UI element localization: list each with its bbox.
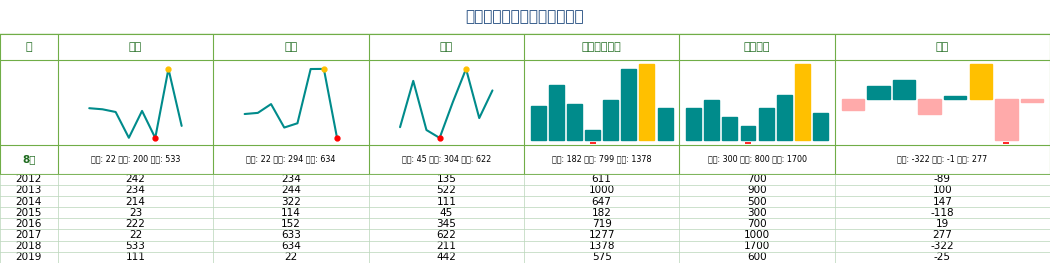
Bar [1021, 99, 1044, 102]
Text: 719: 719 [592, 219, 611, 229]
Text: 111: 111 [437, 196, 456, 206]
Text: 23: 23 [129, 208, 142, 218]
Bar [777, 95, 792, 140]
Text: 45: 45 [440, 208, 453, 218]
Text: 135: 135 [437, 174, 456, 184]
Text: 田中: 田中 [129, 42, 142, 52]
Text: 1000: 1000 [589, 185, 614, 195]
Text: 最小: 300 平均: 800 最大: 1700: 最小: 300 平均: 800 最大: 1700 [708, 155, 806, 164]
Text: 2017: 2017 [16, 230, 42, 240]
Text: -89: -89 [933, 174, 951, 184]
Text: 114: 114 [281, 208, 300, 218]
Bar [657, 108, 672, 140]
Text: 345: 345 [437, 219, 456, 229]
Text: 111: 111 [126, 252, 145, 262]
Bar [892, 80, 916, 99]
Text: 244: 244 [281, 185, 300, 195]
Text: 1378: 1378 [588, 241, 615, 251]
Text: 900: 900 [748, 185, 766, 195]
Text: 222: 222 [126, 219, 145, 229]
Text: 実際の売上高: 実際の売上高 [582, 42, 622, 52]
Text: 322: 322 [281, 196, 300, 206]
Text: 234: 234 [126, 185, 145, 195]
Text: 600: 600 [748, 252, 766, 262]
Bar [969, 64, 992, 99]
Text: 1277: 1277 [588, 230, 615, 240]
Bar [867, 86, 889, 99]
Text: 100: 100 [932, 185, 952, 195]
Text: 2016: 2016 [16, 219, 42, 229]
Bar [722, 117, 737, 140]
Text: 2012: 2012 [16, 174, 42, 184]
Bar [995, 99, 1017, 140]
Bar [740, 126, 755, 140]
Text: 1000: 1000 [744, 230, 770, 240]
Bar [687, 108, 701, 140]
Text: 647: 647 [592, 196, 611, 206]
Text: 211: 211 [437, 241, 456, 251]
Bar [813, 113, 827, 140]
Bar [549, 85, 564, 140]
Bar [603, 100, 618, 140]
Text: -25: -25 [933, 252, 951, 262]
Text: 442: 442 [437, 252, 456, 262]
Text: 611: 611 [592, 174, 611, 184]
Text: 8年: 8年 [22, 154, 36, 164]
Text: 575: 575 [592, 252, 611, 262]
Text: -322: -322 [930, 241, 954, 251]
Bar [758, 108, 774, 140]
Bar [919, 99, 941, 114]
Bar [639, 64, 654, 140]
Text: 2015: 2015 [16, 208, 42, 218]
Bar [795, 64, 810, 140]
Text: 622: 622 [437, 230, 456, 240]
Text: 22: 22 [285, 252, 297, 262]
Text: 522: 522 [437, 185, 456, 195]
Text: 242: 242 [126, 174, 145, 184]
Text: 山本: 山本 [440, 42, 453, 52]
Text: 売上目標: 売上目標 [743, 42, 771, 52]
Bar [530, 106, 546, 140]
Text: 500: 500 [748, 196, 766, 206]
Text: 22: 22 [129, 230, 142, 240]
Text: 700: 700 [748, 174, 766, 184]
Text: 最小: -322 平均: -1 最大: 277: 最小: -322 平均: -1 最大: 277 [898, 155, 987, 164]
Text: 最小: 182 平均: 799 最大: 1378: 最小: 182 平均: 799 最大: 1378 [552, 155, 651, 164]
Text: 最小: 22 平均: 294 最大: 634: 最小: 22 平均: 294 最大: 634 [246, 155, 336, 164]
Bar [705, 99, 719, 140]
Text: 214: 214 [126, 196, 145, 206]
Text: 633: 633 [281, 230, 300, 240]
Text: 鈴木: 鈴木 [285, 42, 297, 52]
Text: 赤字: 赤字 [936, 42, 949, 52]
Bar [585, 130, 600, 140]
Bar [944, 97, 966, 99]
Bar [842, 99, 864, 110]
Text: -118: -118 [930, 208, 954, 218]
Bar [622, 69, 636, 140]
Text: 2014: 2014 [16, 196, 42, 206]
Text: 2013: 2013 [16, 185, 42, 195]
Text: 2018: 2018 [16, 241, 42, 251]
Bar [567, 104, 582, 140]
Text: 152: 152 [281, 219, 300, 229]
Text: 147: 147 [932, 196, 952, 206]
Text: 182: 182 [592, 208, 611, 218]
Text: 1700: 1700 [743, 241, 770, 251]
Text: 19: 19 [936, 219, 949, 229]
Text: 年: 年 [25, 42, 33, 52]
Text: 2019: 2019 [16, 252, 42, 262]
Text: 700: 700 [748, 219, 766, 229]
Text: 634: 634 [281, 241, 300, 251]
Text: 最小: 22 平均: 200 最大: 533: 最小: 22 平均: 200 最大: 533 [90, 155, 181, 164]
Text: 従業員の販売実績（百万円）: 従業員の販売実績（百万円） [466, 9, 584, 25]
Text: 234: 234 [281, 174, 300, 184]
Text: 最小: 45 平均: 304 最大: 622: 最小: 45 平均: 304 最大: 622 [401, 155, 491, 164]
Text: 277: 277 [932, 230, 952, 240]
Text: 300: 300 [748, 208, 766, 218]
Text: 533: 533 [126, 241, 145, 251]
